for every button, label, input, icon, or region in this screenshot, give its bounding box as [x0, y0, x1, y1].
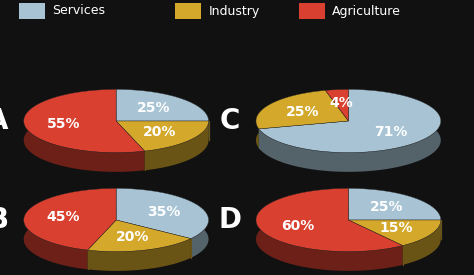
Text: Agriculture: Agriculture — [332, 4, 401, 18]
Polygon shape — [88, 239, 191, 271]
Polygon shape — [326, 89, 348, 121]
Polygon shape — [348, 220, 441, 246]
Text: D: D — [219, 206, 241, 234]
Text: A: A — [0, 107, 9, 135]
Polygon shape — [256, 188, 403, 271]
Text: 4%: 4% — [330, 96, 354, 110]
Text: 25%: 25% — [370, 200, 403, 214]
Polygon shape — [256, 90, 348, 129]
Polygon shape — [116, 89, 209, 140]
FancyBboxPatch shape — [299, 3, 325, 19]
Polygon shape — [116, 188, 209, 239]
Polygon shape — [116, 89, 209, 121]
Polygon shape — [403, 220, 441, 265]
Polygon shape — [259, 89, 441, 153]
Polygon shape — [88, 220, 191, 252]
Text: 25%: 25% — [137, 101, 171, 115]
Polygon shape — [24, 89, 145, 153]
Text: 25%: 25% — [285, 105, 319, 119]
Polygon shape — [145, 121, 209, 170]
Text: 55%: 55% — [46, 117, 80, 131]
Text: 15%: 15% — [379, 221, 413, 235]
Text: 60%: 60% — [281, 219, 314, 233]
Polygon shape — [256, 188, 403, 252]
Text: C: C — [220, 107, 240, 135]
Polygon shape — [259, 89, 441, 172]
Polygon shape — [24, 188, 116, 250]
Polygon shape — [348, 188, 441, 220]
Polygon shape — [256, 90, 326, 148]
Polygon shape — [24, 89, 145, 172]
Text: Industry: Industry — [209, 4, 260, 18]
Text: 20%: 20% — [143, 125, 176, 139]
Text: B: B — [0, 206, 8, 234]
Polygon shape — [24, 188, 116, 269]
Text: Services: Services — [52, 4, 105, 18]
Polygon shape — [348, 188, 441, 239]
FancyBboxPatch shape — [175, 3, 201, 19]
Text: 35%: 35% — [147, 205, 181, 219]
FancyBboxPatch shape — [19, 3, 45, 19]
Text: 71%: 71% — [374, 125, 408, 139]
Polygon shape — [116, 188, 209, 258]
Polygon shape — [116, 121, 209, 151]
Text: 20%: 20% — [116, 230, 149, 244]
Text: 45%: 45% — [46, 210, 80, 224]
